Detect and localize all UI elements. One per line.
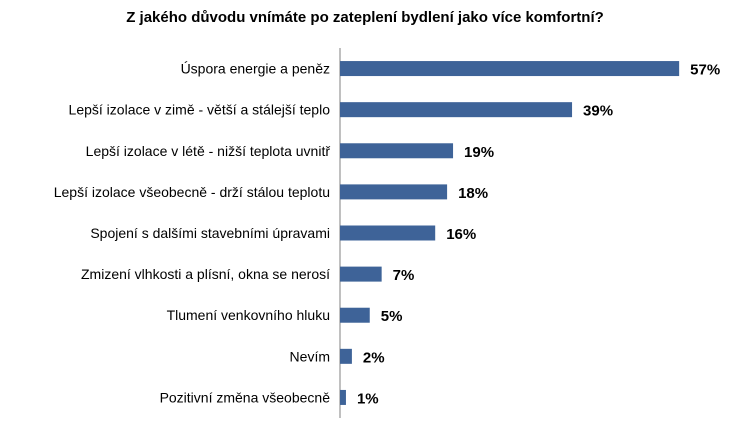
bar — [340, 143, 454, 159]
category-label: Lepší izolace všeobecně - drží stálou te… — [54, 184, 330, 200]
bar — [340, 61, 680, 77]
data-label: 57% — [690, 62, 720, 79]
bar — [340, 348, 352, 364]
category-label: Tlumení venkovního hluku — [167, 307, 330, 323]
data-label: 5% — [381, 308, 403, 325]
bar — [340, 102, 573, 118]
category-label: Nevím — [290, 348, 330, 364]
data-label: 18% — [458, 185, 488, 202]
bar — [340, 389, 346, 405]
category-label: Zmizení vlhkosti a plísní, okna se neros… — [81, 266, 330, 282]
bar — [340, 225, 436, 241]
category-label: Pozitivní změna všeobecně — [160, 389, 331, 405]
data-label: 19% — [464, 144, 494, 161]
bars-group: Úspora energie a peněz 57% Lepší izolace v… — [54, 61, 720, 408]
data-label: 1% — [357, 390, 379, 407]
data-label: 7% — [393, 267, 415, 284]
bar — [340, 307, 370, 323]
data-label: 2% — [363, 349, 385, 366]
category-label: Lepší izolace v zimě - větší a stálejší … — [69, 102, 331, 118]
category-label: Lepší izolace v létě - nižší teplota uvn… — [86, 143, 331, 159]
data-label: 39% — [583, 103, 613, 120]
category-label: Spojení s dalšími stavebními úpravami — [90, 225, 330, 241]
chart-title: Z jakého důvodu vnímáte po zateplení byd… — [126, 9, 604, 26]
bar — [340, 184, 448, 200]
bar — [340, 266, 382, 282]
data-label: 16% — [446, 226, 476, 243]
category-label: Úspora energie a peněz — [181, 61, 330, 77]
